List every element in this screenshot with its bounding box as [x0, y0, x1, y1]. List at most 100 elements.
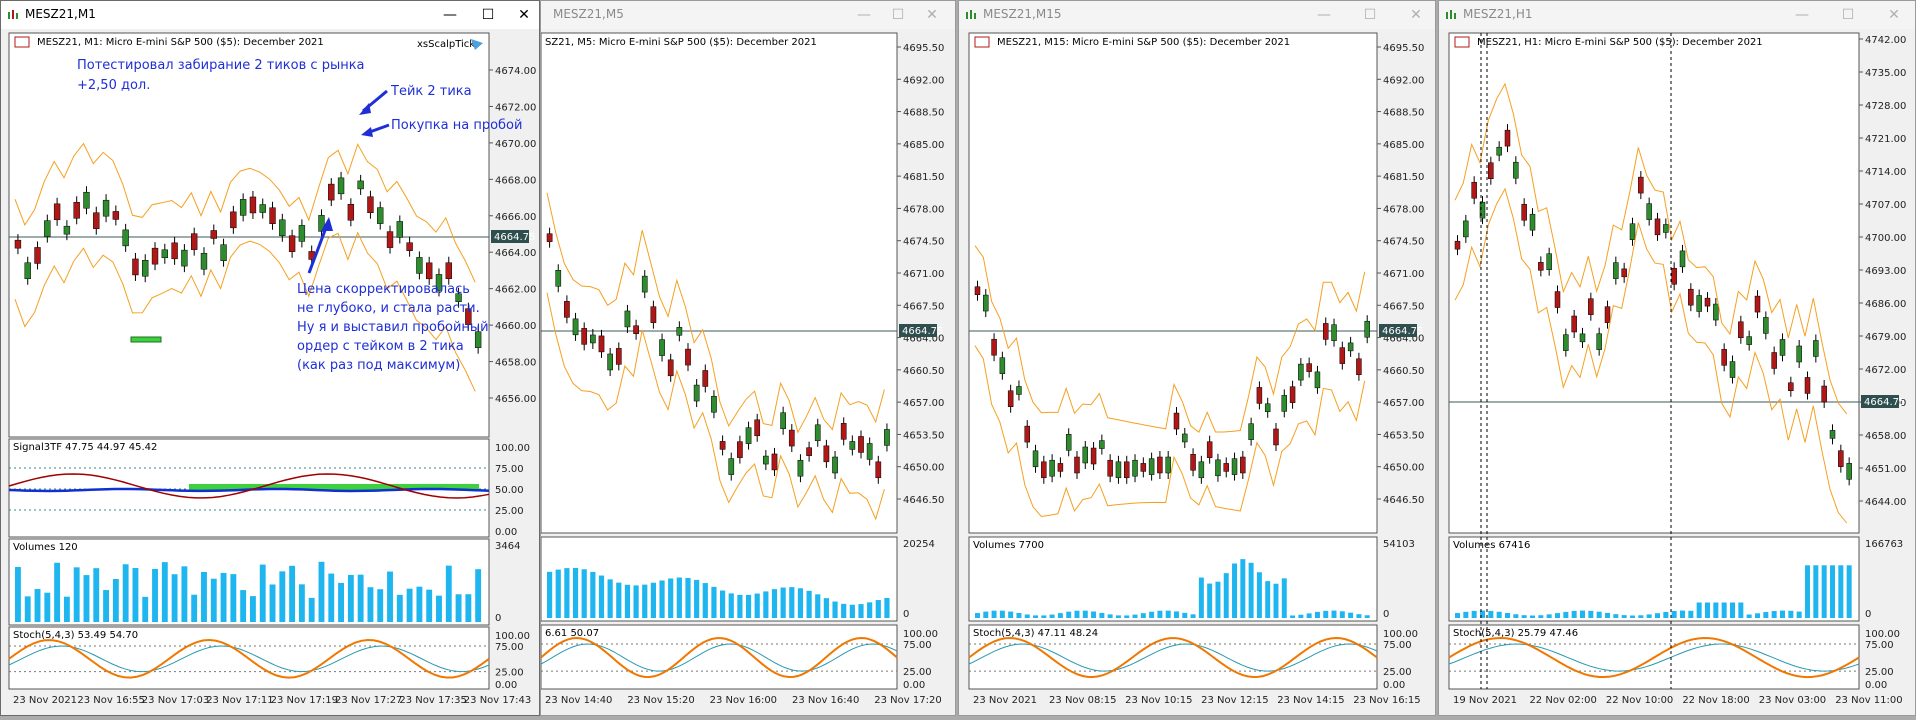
maximize-button[interactable]: ☐: [481, 7, 495, 23]
stoch-label: Stoch(5,4,3) 47.11 48.24: [973, 628, 1098, 639]
candle-body: [797, 459, 804, 477]
volume-bar: [220, 572, 227, 622]
maximize-button[interactable]: ☐: [891, 7, 905, 23]
volume-bar: [1688, 610, 1694, 618]
chart-window-m5[interactable]: MESZ21,M5 — ☐ ✕ SZ21, M5: Micro E-mini S…: [540, 0, 956, 716]
candle-body: [1331, 324, 1337, 341]
chart-area[interactable]: MESZ21, M1: Micro E-mini S&P 500 ($5): D…: [1, 1, 541, 717]
candle-body: [1613, 262, 1619, 279]
candle-body: [161, 249, 168, 259]
volume-bar: [754, 593, 760, 618]
volume-bar: [1463, 611, 1469, 618]
chart-window-m1[interactable]: MESZ21,M1 — ☐ ✕ MESZ21, M1: Micro E-mini…: [0, 0, 540, 716]
price-tick-label: 4667.50: [903, 301, 944, 312]
candle-body: [633, 325, 639, 334]
candle-body: [1646, 203, 1652, 220]
volume-bar: [806, 590, 812, 618]
candle-body: [318, 215, 325, 232]
volume-bar: [132, 568, 139, 622]
candle-body: [191, 233, 198, 250]
volume-bar: [1771, 611, 1777, 618]
bollinger-lower-band: [1454, 187, 1848, 524]
candle-body: [1788, 382, 1794, 391]
time-tick-label: 23 Nov 12:15: [1201, 695, 1268, 706]
volume-bar: [1273, 583, 1279, 618]
close-button[interactable]: ✕: [1888, 7, 1900, 23]
candle-body: [1471, 181, 1477, 199]
candle-body: [435, 274, 443, 291]
volume-bar: [93, 568, 100, 622]
volume-bar: [745, 594, 752, 618]
window-titlebar[interactable]: MESZ21,M1 — ☐ ✕: [1, 1, 539, 29]
chart-window-m15[interactable]: MESZ21,M15 — ☐ ✕ MESZ21, M15: Micro E-mi…: [958, 0, 1436, 716]
volume-bar: [250, 596, 256, 622]
price-tick-label: 4688.50: [903, 108, 944, 119]
volume-bar: [259, 564, 266, 622]
volume-bar: [823, 598, 829, 618]
candle-body: [377, 207, 384, 224]
signal-green-band: [189, 483, 479, 490]
volume-bar: [1580, 610, 1585, 618]
chart-area[interactable]: MESZ21, M15: Micro E-mini S&P 500 ($5): …: [959, 1, 1437, 717]
candle-body: [641, 275, 648, 293]
volume-bar: [338, 582, 344, 622]
price-tick-label: 4660.50: [903, 366, 944, 377]
time-tick-label: 23 Nov 17:35: [399, 695, 466, 706]
candle-body: [132, 258, 139, 276]
minimize-button[interactable]: —: [1317, 7, 1331, 23]
stoch-tick-label: 0.00: [1383, 680, 1405, 691]
volume-bar: [34, 589, 41, 622]
volume-bar: [1198, 577, 1204, 618]
candle-body: [693, 384, 700, 402]
candle-body: [1173, 412, 1180, 430]
close-button[interactable]: ✕: [1410, 7, 1422, 23]
bollinger-lower-band: [546, 292, 885, 521]
price-tick-label: 4692.00: [1383, 75, 1424, 86]
stoch-main-line: [541, 636, 898, 679]
time-tick-label: 22 Nov 02:00: [1529, 695, 1596, 706]
volume-bar: [737, 594, 743, 618]
indicator-tick-label: 50.00: [495, 485, 524, 496]
time-tick-label: 23 Nov 17:19: [271, 695, 338, 706]
window-title: MESZ21,M5: [553, 7, 624, 21]
chart-header: SZ21, M5: Micro E-mini S&P 500 ($5): Dec…: [545, 37, 817, 48]
price-tick-label: 4742.00: [1865, 35, 1906, 46]
candle-body: [1604, 306, 1611, 323]
window-titlebar[interactable]: MESZ21,M5 — ☐ ✕: [541, 1, 955, 29]
annotation-explanation-line: Ну я и выставил пробойный: [297, 320, 489, 335]
candle-body: [93, 212, 100, 229]
price-tick-label: 4653.50: [1383, 430, 1424, 441]
volume-bar: [1049, 614, 1055, 618]
chart-area[interactable]: MESZ21, H1: Micro E-mini S&P 500 ($5): D…: [1439, 1, 1916, 717]
volume-bar: [763, 591, 769, 618]
price-tick-label: 4686.00: [1865, 299, 1906, 310]
window-titlebar[interactable]: MESZ21,H1 — ☐ ✕: [1439, 1, 1915, 29]
volume-bar: [347, 574, 354, 622]
volume-bar: [1041, 615, 1047, 618]
minimize-button[interactable]: —: [857, 7, 871, 23]
close-button[interactable]: ✕: [926, 7, 938, 23]
volume-bar: [702, 583, 708, 618]
chart-header-icon-frame: [974, 36, 990, 48]
candle-body: [396, 221, 403, 238]
volume-bar: [1298, 614, 1304, 618]
window-titlebar[interactable]: MESZ21,M15 — ☐ ✕: [959, 1, 1435, 29]
stoch-signal-line: [1448, 643, 1860, 672]
chart-window-h1[interactable]: MESZ21,H1 — ☐ ✕ MESZ21, H1: Micro E-mini…: [1438, 0, 1916, 716]
maximize-button[interactable]: ☐: [1841, 7, 1855, 23]
candle-body: [598, 335, 605, 353]
close-button[interactable]: ✕: [518, 7, 530, 23]
time-tick-label: 23 Nov 2021: [973, 695, 1037, 706]
stoch-tick-label: 100.00: [903, 629, 938, 640]
volume-bar: [1008, 611, 1014, 618]
chart-area[interactable]: SZ21, M5: Micro E-mini S&P 500 ($5): Dec…: [541, 1, 957, 717]
volume-bar: [1630, 615, 1635, 618]
volume-bar: [1132, 614, 1138, 618]
minimize-button[interactable]: —: [443, 7, 457, 23]
candle-body: [1804, 377, 1811, 394]
volume-bar: [426, 589, 433, 622]
minimize-button[interactable]: —: [1795, 7, 1809, 23]
annotation-note: Потестировал забирание 2 тиков с рынка: [77, 58, 365, 73]
maximize-button[interactable]: ☐: [1363, 7, 1377, 23]
chart-header-icon-frame: [1454, 36, 1470, 48]
